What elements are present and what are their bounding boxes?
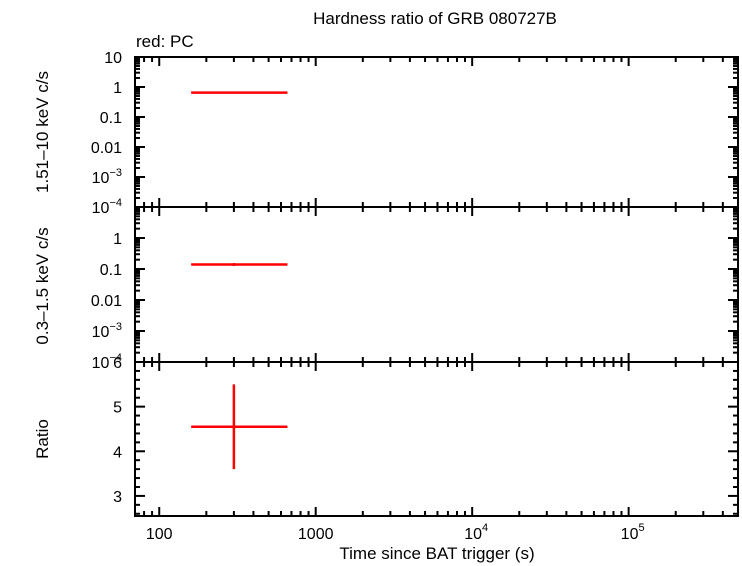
y-tick-label: 0.01 (91, 140, 122, 157)
panels: 1010.10.0110−310−410.10.0110−310−4654310… (91, 50, 739, 543)
y-axis-label: 0.3–1.5 keV c/s (33, 227, 52, 344)
chart-title: Hardness ratio of GRB 080727B (313, 9, 557, 28)
y-tick-label: 3 (113, 489, 122, 506)
y-tick-label: 0.1 (100, 110, 122, 127)
y-tick-label: 10−3 (92, 167, 122, 187)
y-tick-label: 10−4 (92, 197, 122, 217)
x-tick-label: 104 (464, 522, 488, 543)
y-tick-label: 10−3 (92, 321, 122, 341)
y-tick-label: 0.1 (100, 262, 122, 279)
x-tick-label: 100 (146, 526, 173, 543)
panel-hard: 10 1 0.1 0.01 10−3 10−4 (91, 50, 739, 217)
x-tick-label: 105 (621, 522, 645, 543)
y-tick-label: 4 (113, 444, 122, 461)
x-tick-labels: 100 1000 104 105 (146, 522, 645, 543)
y-tick-label: 6 (113, 355, 122, 372)
y-axis-label: 1.51–10 keV c/s (33, 71, 52, 193)
legend-label: red: PC (136, 32, 194, 51)
panel-frame (134, 206, 739, 363)
panel-frame (134, 361, 739, 517)
y-tick-label: 1 (113, 80, 122, 97)
y-axis-label: Ratio (33, 419, 52, 459)
y-tick-label: 5 (113, 400, 122, 417)
x-tick-label: 1000 (298, 526, 334, 543)
y-tick-label: 1 (113, 231, 122, 248)
y-tick-label: 0.01 (91, 293, 122, 310)
y-tick-label: 10 (104, 50, 122, 67)
x-axis-label: Time since BAT trigger (s) (339, 544, 534, 563)
panel-ratio: 6 5 4 3 (113, 355, 739, 517)
panel-soft: 1 0.1 0.01 10−3 10−4 (91, 206, 739, 372)
y-tick-label: 10−4 (92, 352, 122, 372)
panel-frame (134, 56, 739, 208)
y-axis-labels: 1.51–10 keV c/s 0.3–1.5 keV c/s Ratio (33, 71, 52, 459)
